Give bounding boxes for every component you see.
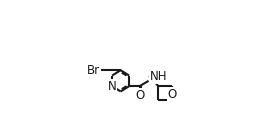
Text: Br: Br bbox=[87, 64, 100, 77]
Text: O: O bbox=[167, 87, 177, 100]
Text: O: O bbox=[136, 89, 145, 102]
Text: NH: NH bbox=[150, 70, 167, 83]
Text: N: N bbox=[108, 80, 116, 93]
